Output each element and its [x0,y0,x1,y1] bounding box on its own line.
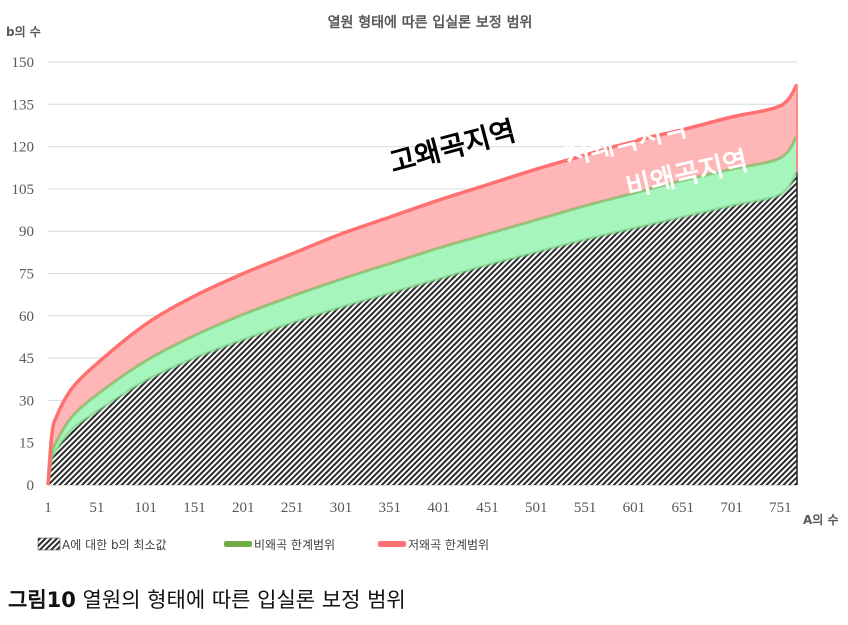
x-tick-label: 451 [476,500,499,516]
figure-caption: 그림10 열원의 형태에 따른 입실론 보정 범위 [8,584,406,614]
annotation-high-distortion: 고왜곡지역 [386,114,519,179]
y-tick-label: 150 [12,55,35,71]
x-tick-label: 501 [525,500,548,516]
x-tick-label: 101 [134,500,157,516]
chart: 열원 형태에 따른 입실론 보정 범위 b의 수 A의 수 0 15 30 45 60 7… [6,14,839,552]
y-tick-label: 120 [12,140,35,156]
y-tick-label: 75 [19,267,34,283]
x-tick-label: 751 [769,500,792,516]
legend-label-no-distortion: 비왜곡 한계범위 [254,538,335,552]
x-tick-label: 651 [671,500,694,516]
x-axis-label: A의 수 [803,512,839,527]
plot-areas [46,83,799,486]
y-tick-label: 90 [19,224,34,240]
x-tick-label: 601 [623,500,646,516]
x-tick-label: 401 [427,500,450,516]
legend-swatch-low-distortion [378,541,406,547]
x-tick-label: 301 [330,500,353,516]
figure-number: 그림10 [8,588,76,612]
figure-caption-text: 열원의 형태에 따른 입실론 보정 범위 [75,588,406,612]
legend-label-low-distortion: 저왜곡 한계범위 [408,538,489,552]
x-tick-label: 201 [232,500,255,516]
y-tick-label: 15 [19,436,34,452]
line-no-distortion [46,134,799,486]
y-axis-label: b의 수 [6,24,41,39]
area-min-b [48,171,797,486]
line-low-distortion [46,83,799,486]
y-tick-label: 105 [12,182,35,198]
legend: A에 대한 b의 최소값 비왜곡 한계범위 저왜곡 한계범위 [37,537,489,552]
x-tick-label: 1 [44,500,52,516]
legend-swatch-min [37,537,61,551]
line-min-b [46,171,799,486]
x-tick-label: 701 [720,500,743,516]
y-tick-label: 0 [27,478,35,494]
x-tick-label: 351 [379,500,402,516]
x-tick-label: 51 [89,500,104,516]
y-tick-label: 60 [19,309,34,325]
y-tick-label: 30 [19,393,34,409]
y-axis-ticks: 0 15 30 45 60 75 90 105 120 135 150 [12,55,35,494]
y-tick-label: 135 [12,97,35,113]
y-tick-label: 45 [19,351,34,367]
legend-swatch-no-distortion [224,541,252,547]
legend-label-min: A에 대한 b의 최소값 [62,538,167,552]
x-tick-label: 151 [183,500,206,516]
x-tick-label: 251 [281,500,304,516]
chart-title: 열원 형태에 따른 입실론 보정 범위 [328,14,533,31]
x-axis-ticks: 1 51 101 151 201 251 301 351 401 451 501 551 601 651 7… [44,500,791,516]
x-tick-label: 551 [574,500,597,516]
